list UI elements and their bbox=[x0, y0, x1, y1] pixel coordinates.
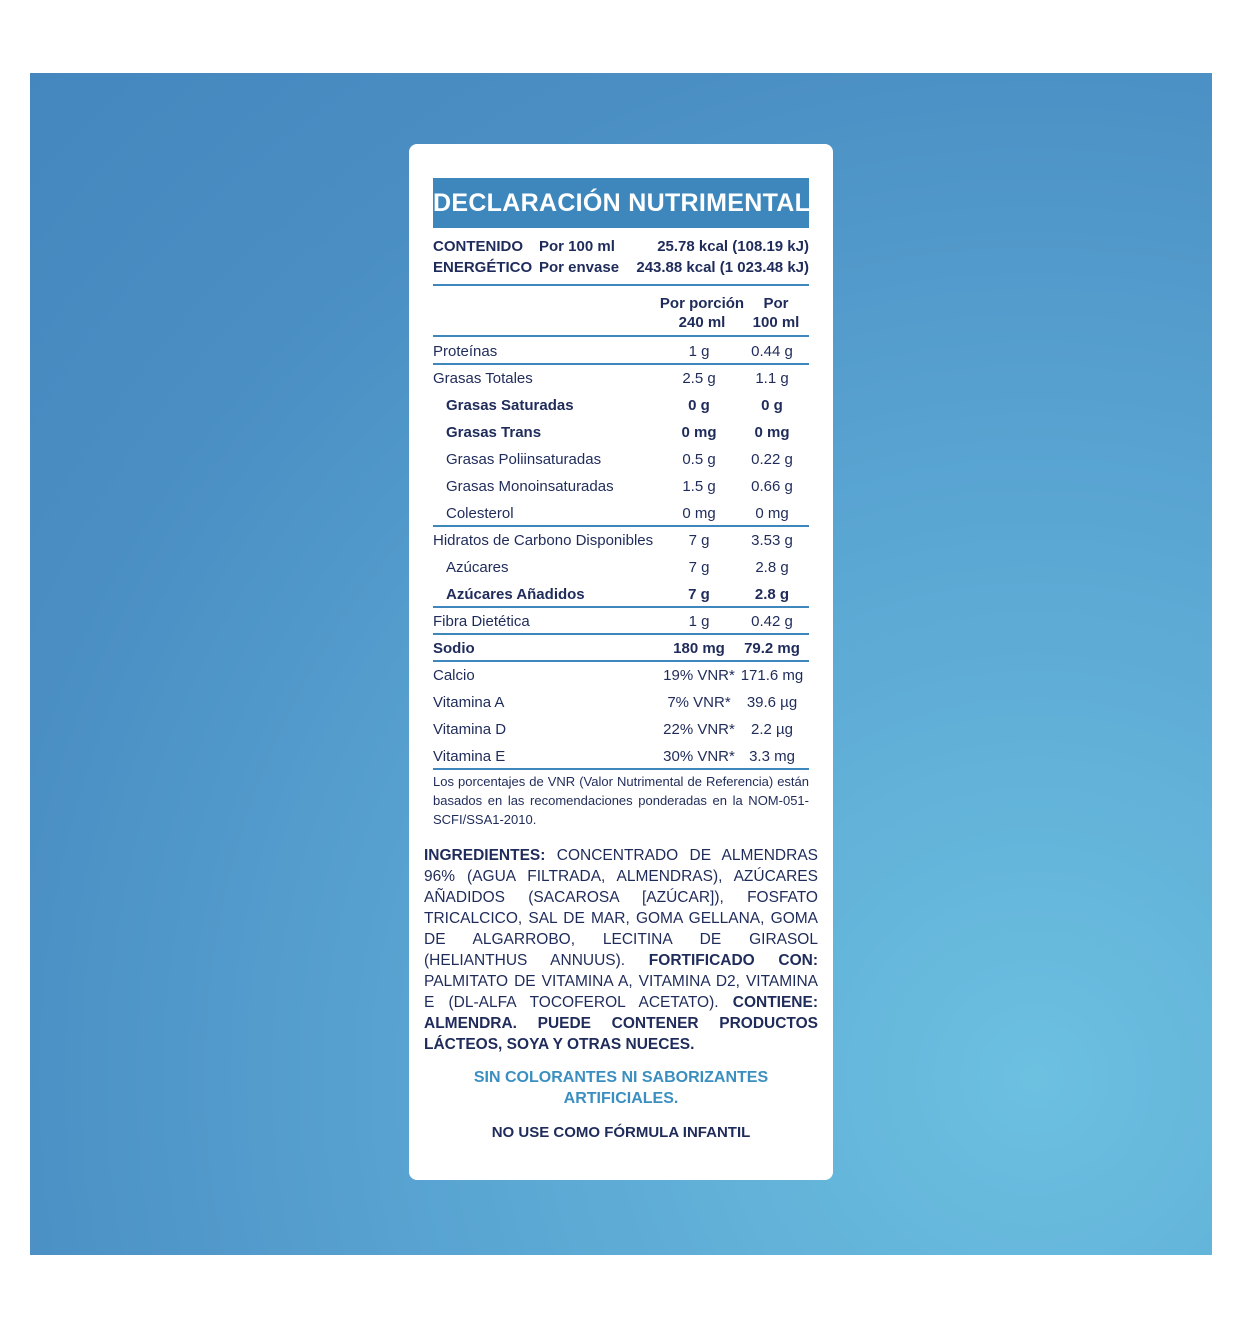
ingredients-text: CONCENTRADO DE ALMENDRAS 96% (AGUA FILTR… bbox=[424, 847, 818, 969]
nutrient-name: Grasas Monoinsaturadas bbox=[446, 478, 614, 495]
nutrient-row: Calcio 19% VNR* 171.6 mg bbox=[433, 662, 809, 689]
nutrient-name: Sodio bbox=[433, 640, 475, 657]
nutrient-row: Grasas Saturadas 0 g 0 g bbox=[433, 392, 809, 419]
nutrient-row: Vitamina A 7% VNR* 39.6 µg bbox=[433, 689, 809, 716]
value-per-100ml: 39.6 µg bbox=[746, 694, 798, 711]
value-per-100ml: 0.22 g bbox=[751, 451, 793, 468]
fortified-label: FORTIFICADO CON: bbox=[648, 952, 818, 969]
nutrient-row: Grasas Trans 0 mg 0 mg bbox=[433, 419, 809, 446]
value-per-portion: 30% VNR* bbox=[663, 748, 735, 765]
value-per-100ml: 2.8 g bbox=[755, 559, 789, 576]
nutrient-name: Grasas Saturadas bbox=[446, 397, 574, 414]
energy-label: CONTENIDO bbox=[433, 238, 523, 255]
energy-value: 243.88 kcal (1 023.48 kJ) bbox=[636, 259, 809, 276]
nutrient-name: Hidratos de Carbono Disponibles bbox=[433, 532, 654, 549]
label-footer: Los porcentajes de VNR (Valor Nutrimenta… bbox=[409, 144, 833, 1173]
nutrient-name: Fibra Dietética bbox=[433, 613, 530, 630]
value-per-100ml: 0 mg bbox=[755, 505, 789, 522]
nutrient-row: Vitamina E 30% VNR* 3.3 mg bbox=[433, 743, 809, 770]
nutrient-name: Grasas Totales bbox=[433, 370, 533, 387]
nutrient-name: Proteínas bbox=[433, 343, 498, 360]
fortified-text: PALMITATO DE VITAMINA A, VITAMINA D2, VI… bbox=[424, 973, 818, 1011]
value-per-portion: 180 mg bbox=[673, 640, 725, 657]
value-per-portion: 7 g bbox=[688, 532, 710, 549]
value-per-100ml: 1.1 g bbox=[755, 370, 789, 387]
nutrient-name: Vitamina A bbox=[433, 694, 505, 711]
divider bbox=[433, 335, 809, 337]
nutrient-name: Colesterol bbox=[446, 505, 514, 522]
value-per-portion: 22% VNR* bbox=[663, 721, 735, 738]
nutrient-name: Vitamina D bbox=[433, 721, 507, 738]
nutrient-name: Calcio bbox=[433, 667, 475, 684]
value-per-100ml: 0 g bbox=[761, 397, 783, 414]
nutrient-row: Hidratos de Carbono Disponibles 7 g 3.53 g bbox=[433, 527, 809, 554]
nutrient-name: Vitamina E bbox=[433, 748, 506, 765]
value-per-100ml: 171.6 mg bbox=[740, 667, 804, 684]
divider bbox=[433, 284, 809, 286]
value-per-portion: 0 mg bbox=[682, 505, 716, 522]
nutrient-table: Proteínas 1 g 0.44 g Grasas Totales 2.5 g 1.1… bbox=[433, 338, 809, 770]
nutrient-row: Colesterol 0 mg 0 mg bbox=[433, 500, 809, 527]
nutrient-row: Azúcares 7 g 2.8 g bbox=[433, 554, 809, 581]
energy-basis: Por envase bbox=[539, 259, 620, 276]
nutrient-row: Vitamina D 22% VNR* 2.2 µg bbox=[433, 716, 809, 743]
nutrient-row: Sodio 180 mg 79.2 mg bbox=[433, 635, 809, 662]
value-per-portion: 7 g bbox=[688, 559, 710, 576]
nutrient-name: Azúcares Añadidos bbox=[446, 586, 585, 603]
nutrient-row: Grasas Monoinsaturadas 1.5 g 0.66 g bbox=[433, 473, 809, 500]
value-per-100ml: 0.44 g bbox=[751, 343, 793, 360]
value-per-portion: 0.5 g bbox=[682, 451, 716, 468]
energy-value: 25.78 kcal (108.19 kJ) bbox=[657, 238, 809, 255]
energy-basis: Por 100 ml bbox=[539, 238, 615, 255]
column-header-100ml: Por 100 ml bbox=[752, 295, 800, 331]
value-per-100ml: 3.53 g bbox=[751, 532, 793, 549]
nutrition-label: DECLARACIÓN NUTRIMENTAL CONTENIDO Por 100… bbox=[409, 144, 833, 1180]
value-per-100ml: 0.66 g bbox=[751, 478, 793, 495]
nutrient-name: Grasas Poliinsaturadas bbox=[446, 451, 602, 468]
vnr-note: Los porcentajes de VNR (Valor Nutrimenta… bbox=[433, 774, 809, 827]
value-per-100ml: 0 mg bbox=[754, 424, 790, 441]
value-per-portion: 0 mg bbox=[681, 424, 717, 441]
nutrient-row: Grasas Totales 2.5 g 1.1 g bbox=[433, 365, 809, 392]
nutrient-row: Azúcares Añadidos 7 g 2.8 g bbox=[433, 581, 809, 608]
claim: SIN COLORANTES NI SABORIZANTES ARTIFICIA… bbox=[473, 1069, 769, 1107]
value-per-100ml: 79.2 mg bbox=[744, 640, 800, 657]
value-per-portion: 1.5 g bbox=[682, 478, 716, 495]
column-header-portion: Por porción 240 ml bbox=[659, 295, 745, 331]
ingredients: INGREDIENTES: CONCENTRADO DE ALMENDRAS 9… bbox=[424, 845, 818, 1055]
value-per-portion: 0 g bbox=[688, 397, 710, 414]
value-per-portion: 19% VNR* bbox=[663, 667, 735, 684]
label-title: DECLARACIÓN NUTRIMENTAL bbox=[433, 178, 810, 228]
value-per-100ml: 3.3 mg bbox=[749, 748, 795, 765]
energy-label: ENERGÉTICO bbox=[433, 259, 533, 276]
ingredients-label: INGREDIENTES: bbox=[424, 847, 546, 864]
value-per-100ml: 2.2 µg bbox=[750, 721, 793, 738]
warning: NO USE COMO FÓRMULA INFANTIL bbox=[491, 1124, 751, 1141]
value-per-portion: 7% VNR* bbox=[667, 694, 731, 711]
nutrient-row: Fibra Dietética 1 g 0.42 g bbox=[433, 608, 809, 635]
nutrient-row: Proteínas 1 g 0.44 g bbox=[433, 338, 809, 365]
value-per-100ml: 2.8 g bbox=[754, 586, 790, 603]
value-per-portion: 7 g bbox=[688, 586, 710, 603]
allergen-text: CONTIENE: ALMENDRA. PUEDE CONTENER PRODU… bbox=[424, 994, 818, 1053]
value-per-portion: 2.5 g bbox=[682, 370, 716, 387]
value-per-portion: 1 g bbox=[688, 613, 710, 630]
energy-content: CONTENIDO Por 100 ml 25.78 kcal (108.19 kJ… bbox=[433, 238, 809, 280]
nutrient-name: Grasas Trans bbox=[446, 424, 542, 441]
nutrient-name: Azúcares bbox=[446, 559, 509, 576]
value-per-portion: 1 g bbox=[688, 343, 710, 360]
nutrient-row: Grasas Poliinsaturadas 0.5 g 0.22 g bbox=[433, 446, 809, 473]
value-per-100ml: 0.42 g bbox=[751, 613, 793, 630]
